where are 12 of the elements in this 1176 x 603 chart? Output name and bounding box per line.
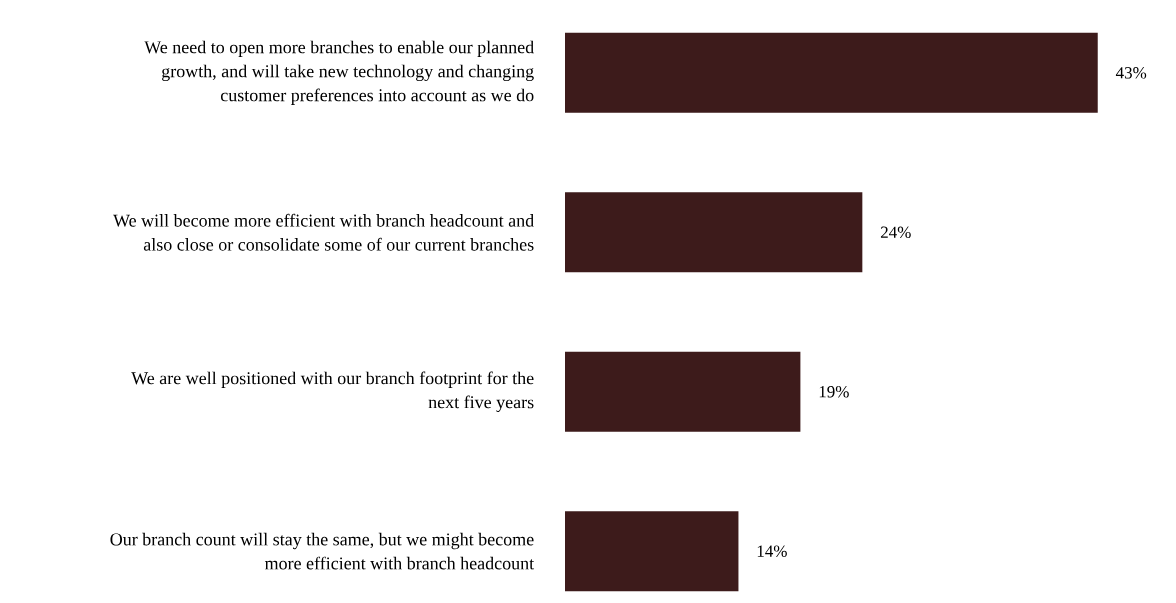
data-label: 43% [1115, 67, 1147, 79]
bar [565, 511, 739, 592]
data-label: 14% [757, 545, 787, 557]
y-tick-label: We need to open more branches to enable our planned growth, and will take new technology and changing customer preferences into account as we do [144, 40, 534, 105]
bar [565, 32, 1098, 113]
bar [565, 351, 801, 432]
data-label: 19% [819, 385, 849, 398]
y-tick-label: Our branch count will stay the same, but we might become more efficient with branch headcount [110, 532, 535, 570]
y-tick-label: We will become more efficient with branch headcount and also close or consolidate some of our current branches [113, 213, 534, 251]
bar [565, 192, 863, 273]
data-label: 24% [880, 226, 911, 239]
y-tick-label: We are well positioned with our branch footprint for the next five years [131, 371, 534, 413]
